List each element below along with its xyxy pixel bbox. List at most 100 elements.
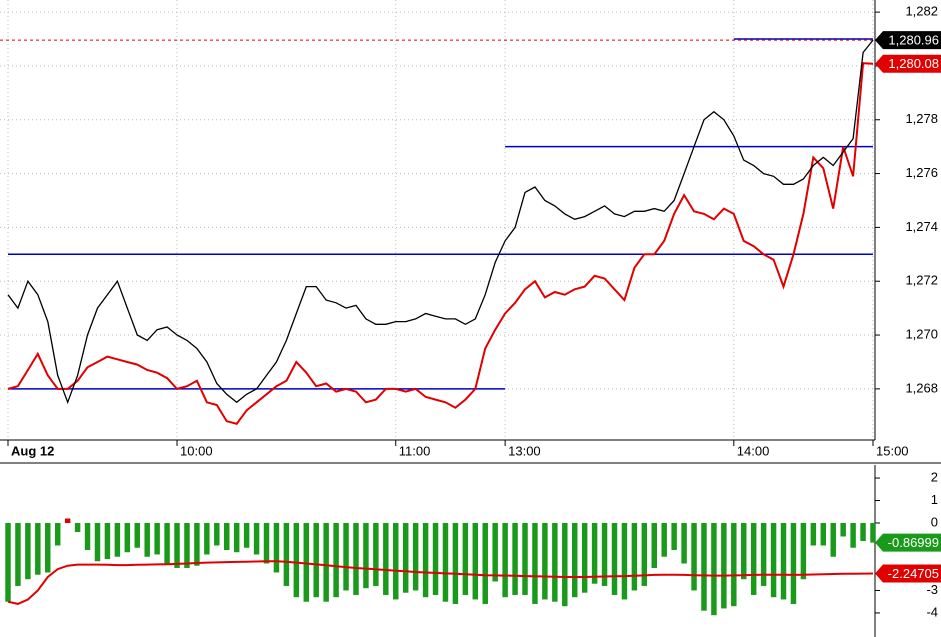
y-tick-label: 1,276 <box>905 165 938 180</box>
histogram-bar <box>800 523 807 580</box>
histogram-bar <box>681 523 687 564</box>
value-tag <box>875 54 941 73</box>
histogram-bar <box>711 523 717 616</box>
y-tick-label: -4 <box>926 604 938 619</box>
y-tick-label: 1,278 <box>905 111 938 126</box>
histogram-bar <box>671 523 677 550</box>
x-tick-label: 10:00 <box>180 443 213 458</box>
histogram-bar <box>790 523 797 604</box>
value-tag-label: -2.24705 <box>888 566 939 581</box>
y-tick-label: 1,274 <box>905 219 938 234</box>
series-line <box>7 39 874 405</box>
histogram-bar <box>512 523 518 595</box>
histogram-bar <box>850 523 856 548</box>
histogram-bar <box>601 523 608 586</box>
histogram-bar <box>343 523 349 591</box>
value-tag <box>875 564 941 583</box>
value-tag <box>875 533 941 552</box>
histogram-bar <box>273 523 280 573</box>
histogram-bar <box>651 523 657 568</box>
histogram-bar <box>124 523 131 553</box>
histogram-bar <box>611 523 618 595</box>
series-line <box>7 62 874 426</box>
histogram-bar <box>760 523 767 586</box>
histogram-bar <box>174 523 180 568</box>
histogram-bar <box>243 523 250 548</box>
histogram-bar <box>84 523 91 550</box>
histogram-bar <box>373 523 379 586</box>
histogram-bar <box>860 523 866 541</box>
histogram-bar <box>64 518 71 524</box>
histogram-bar <box>482 523 488 604</box>
histogram-bar <box>820 523 827 546</box>
value-tag-label: 1,280.96 <box>888 33 939 48</box>
histogram-bar <box>780 523 787 600</box>
histogram-bar <box>383 523 389 595</box>
histogram-bar <box>502 523 508 598</box>
y-tick-label: -3 <box>926 582 938 597</box>
histogram-bar <box>741 523 747 580</box>
y-tick-label: 1,282 <box>905 4 938 19</box>
histogram-bar <box>721 523 727 609</box>
histogram-bar <box>562 523 568 607</box>
histogram-bar <box>204 523 210 555</box>
histogram-bar <box>770 523 777 598</box>
histogram-bar <box>581 523 588 593</box>
histogram-bar <box>840 523 846 537</box>
value-tag-label: -0.86999 <box>888 535 939 550</box>
histogram-bar <box>45 523 51 573</box>
histogram-bar <box>492 523 498 582</box>
histogram-bar <box>313 523 319 598</box>
histogram-bar <box>194 523 200 566</box>
histogram-bar <box>641 523 648 586</box>
histogram-bar <box>184 523 190 568</box>
histogram-bar <box>422 523 429 598</box>
histogram-bar <box>214 523 220 546</box>
y-tick-label: 2 <box>931 469 938 484</box>
histogram-bar <box>462 523 469 595</box>
histogram-bar <box>104 523 111 559</box>
histogram-bar <box>233 523 240 553</box>
histogram-bar <box>164 523 170 564</box>
histogram-bar <box>94 523 101 562</box>
histogram-bar <box>303 523 310 602</box>
histogram-bar <box>35 523 41 575</box>
histogram-bar <box>353 523 359 595</box>
histogram-bar <box>571 523 578 598</box>
histogram-bar <box>393 523 399 600</box>
histogram-bar <box>402 523 409 593</box>
histogram-bar <box>263 523 270 564</box>
histogram-bar <box>5 523 11 602</box>
x-tick-label: 15:00 <box>876 443 909 458</box>
histogram-bar <box>134 523 140 548</box>
y-tick-label: 1,272 <box>905 273 938 288</box>
value-tag-label: 1,280.08 <box>888 56 939 71</box>
histogram-bar <box>552 523 558 602</box>
y-tick-label: 1,270 <box>905 326 938 341</box>
histogram-bar <box>224 523 230 550</box>
histogram-bar <box>542 523 548 600</box>
histogram-bar <box>810 523 817 546</box>
x-tick-label: 11:00 <box>399 443 431 458</box>
histogram-bar <box>144 523 150 557</box>
histogram-bar <box>631 523 638 591</box>
histogram-bar <box>363 523 369 589</box>
histogram-bar <box>54 523 61 546</box>
histogram-bar <box>750 523 757 595</box>
y-tick-label: 0 <box>931 514 938 529</box>
histogram-bar <box>591 523 598 584</box>
histogram-bar <box>114 523 121 557</box>
histogram-bar <box>283 523 290 586</box>
histogram-bar <box>323 523 329 602</box>
value-tag <box>875 31 941 50</box>
histogram-bar <box>412 523 419 591</box>
histogram-bar <box>731 523 737 607</box>
histogram-bar <box>293 523 300 598</box>
y-tick-label: 1 <box>931 492 938 507</box>
histogram-bar <box>333 523 339 598</box>
x-tick-label: 13:00 <box>508 443 541 458</box>
x-tick-label: 14:00 <box>737 443 770 458</box>
histogram-bar <box>621 523 628 600</box>
